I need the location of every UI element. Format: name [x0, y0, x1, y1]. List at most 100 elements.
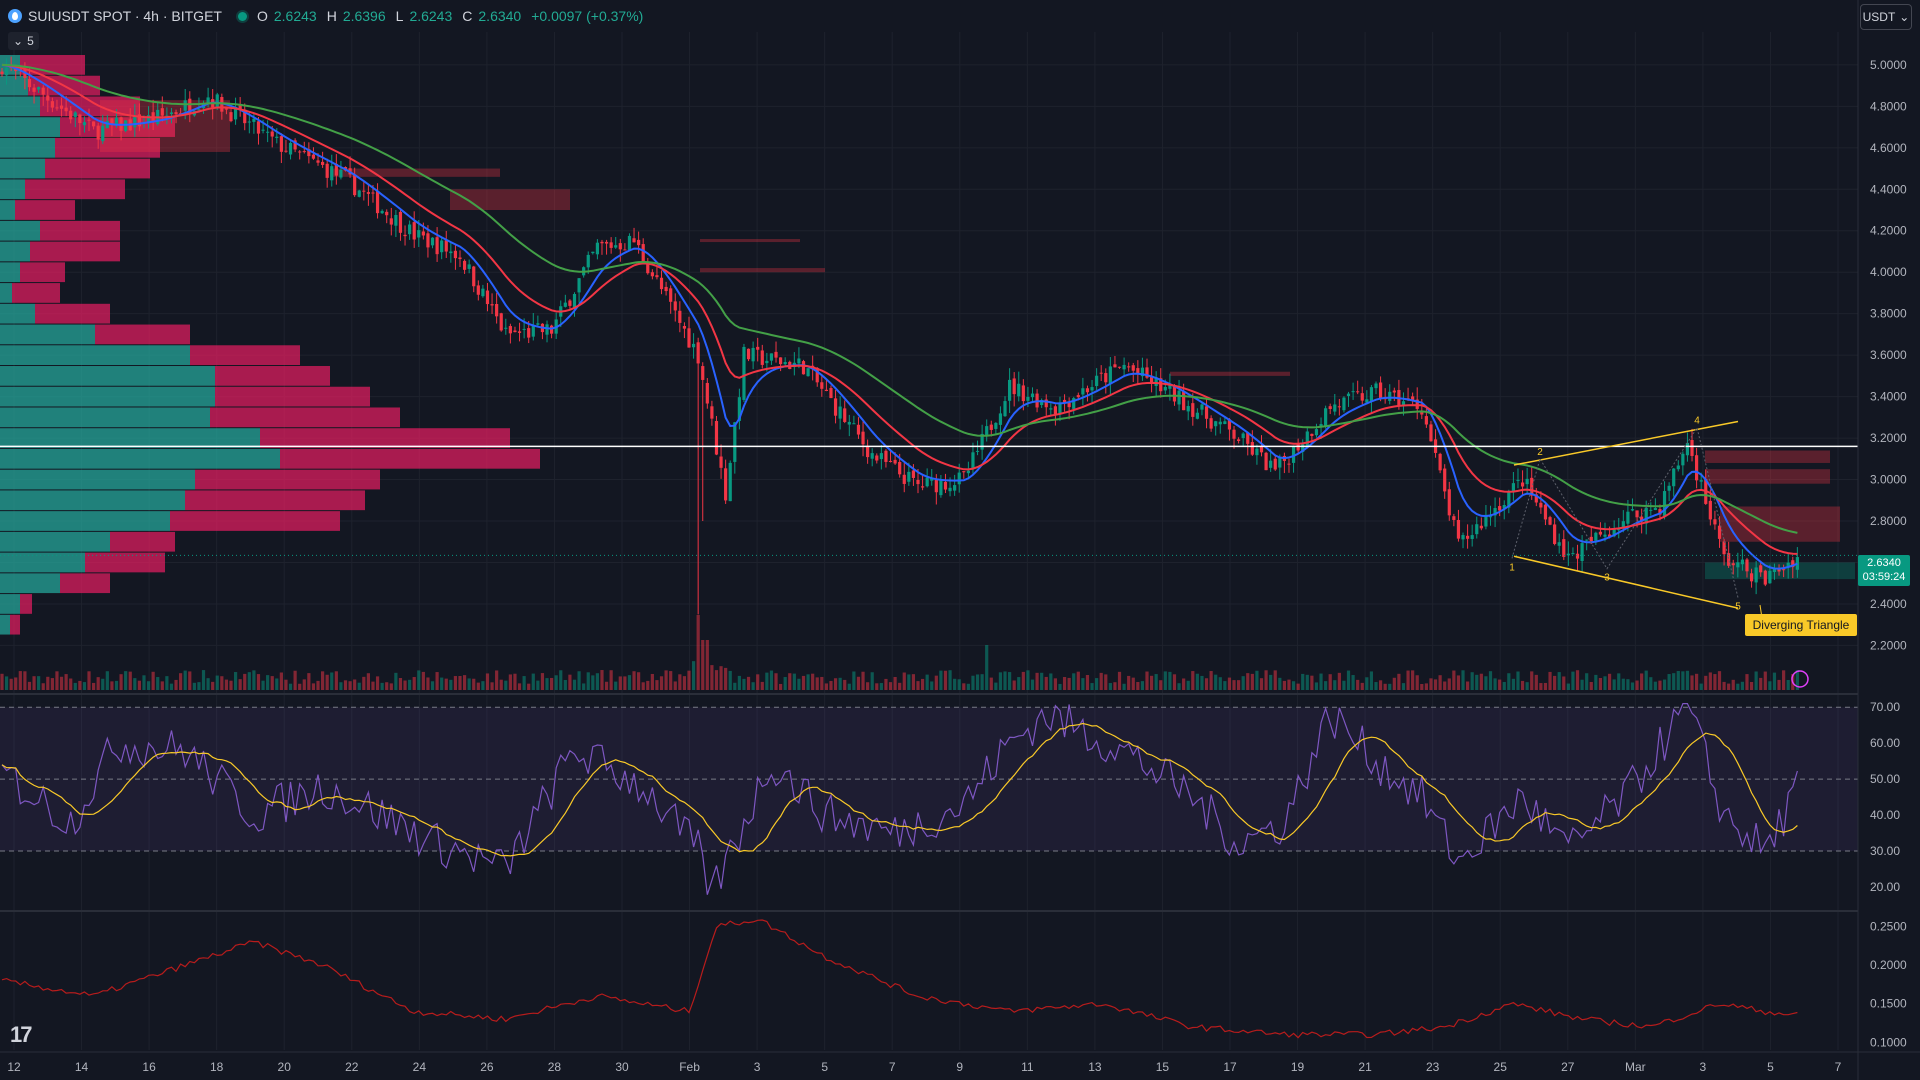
- candle-body: [1791, 560, 1795, 568]
- candle-body: [220, 97, 224, 112]
- volume-bar: [691, 661, 696, 690]
- tradingview-logo[interactable]: 17: [10, 1022, 33, 1047]
- volume-bar: [696, 615, 700, 690]
- ema-slow-line: [1, 63, 1798, 534]
- volume-bar: [1053, 678, 1057, 690]
- candle-body: [888, 460, 893, 462]
- candle-body: [884, 450, 888, 462]
- volume-bar: [1058, 683, 1062, 690]
- candle-body: [1259, 446, 1264, 453]
- candle-body: [815, 367, 819, 383]
- volume-bar: [266, 675, 270, 690]
- volume-bar: [811, 673, 815, 690]
- candle-body: [229, 112, 233, 122]
- chevron-down-icon: ⌄: [13, 34, 24, 48]
- volume-bar: [1736, 683, 1740, 690]
- candle-body: [861, 431, 865, 445]
- volume-bar: [1209, 671, 1213, 690]
- volume-bar: [201, 670, 206, 690]
- volume-bar: [1461, 670, 1465, 690]
- candle-body: [659, 277, 664, 290]
- volume-bar: [1727, 683, 1731, 690]
- volume-bar: [517, 683, 522, 690]
- volume-profile-down: [25, 179, 125, 200]
- volume-profile-down: [215, 386, 370, 407]
- volume-bar: [1085, 675, 1090, 690]
- volume-bar: [833, 678, 838, 690]
- volume-bar: [1415, 675, 1419, 690]
- volume-bar: [69, 678, 73, 690]
- volume-profile-down: [30, 241, 120, 262]
- volume-bar: [41, 683, 45, 690]
- volume-bar: [1008, 672, 1012, 690]
- indicators-toggle-button[interactable]: ⌄ 5: [8, 32, 39, 50]
- volume-bar: [1021, 671, 1025, 690]
- candle-body: [266, 131, 270, 133]
- volume-bar: [948, 670, 952, 690]
- volume-bar: [687, 670, 691, 690]
- volume-bar: [1553, 675, 1557, 690]
- volume-bar: [595, 673, 599, 690]
- volume-bar: [655, 680, 659, 690]
- candle-body: [215, 94, 219, 108]
- candle-body: [243, 109, 247, 124]
- volume-bar: [1296, 683, 1300, 690]
- volume-bar: [1644, 670, 1648, 690]
- candle-body: [1695, 455, 1699, 481]
- volume-profile-up: [0, 75, 28, 96]
- candle-body: [1264, 452, 1268, 471]
- candle-body: [536, 323, 540, 325]
- volume-bar: [1324, 681, 1328, 690]
- volume-bars: [0, 615, 1799, 690]
- rsi-line: [1, 703, 1798, 895]
- volume-bar: [1530, 671, 1534, 690]
- candle-body: [1699, 480, 1703, 482]
- candle-body: [1072, 398, 1076, 409]
- volume-profile-up: [0, 283, 12, 303]
- candle-body: [751, 347, 755, 362]
- candle-body: [1223, 421, 1227, 425]
- candle-body: [385, 211, 389, 216]
- candle-body: [856, 424, 861, 435]
- candle-body: [1603, 534, 1607, 537]
- candle-body: [627, 235, 632, 251]
- supply-zone: [1705, 469, 1830, 484]
- volume-profile-down: [60, 573, 110, 594]
- volume-bar: [646, 680, 650, 690]
- candle-body: [714, 421, 719, 455]
- candle-body: [1598, 531, 1603, 535]
- candle-body: [614, 245, 618, 248]
- candle-body: [1617, 529, 1621, 531]
- volume-bar: [737, 675, 741, 690]
- volume-bar: [1543, 682, 1548, 690]
- candle-body: [1053, 406, 1057, 415]
- time-tick-label: 27: [1561, 1060, 1575, 1074]
- candle-body: [23, 69, 27, 78]
- candle-body: [737, 397, 741, 421]
- pattern-label[interactable]: Diverging Triangle: [1745, 614, 1857, 636]
- volume-profile-up: [0, 158, 45, 179]
- volume-bar: [307, 673, 311, 690]
- volume-bar: [1603, 676, 1607, 690]
- supply-zones: [100, 100, 1855, 580]
- atr-line: [1, 919, 1798, 1039]
- volume-profile-up: [0, 511, 170, 531]
- volume-bar: [742, 678, 746, 690]
- volume-bar: [1768, 681, 1772, 690]
- candle-body: [916, 479, 920, 485]
- volume-profile-up: [0, 386, 215, 407]
- candle-body: [1589, 536, 1593, 544]
- volume-bar: [1607, 673, 1612, 690]
- candle-body: [1076, 395, 1080, 398]
- volume-bar: [440, 677, 444, 690]
- volume-profile-up: [0, 614, 10, 635]
- volume-bar: [1456, 675, 1461, 690]
- wave-label: 2: [1537, 447, 1543, 458]
- rsi-tick-label: 40.00: [1870, 808, 1900, 822]
- volume-bar: [957, 679, 961, 690]
- volume-profile-down: [45, 158, 150, 179]
- volume-bar: [806, 674, 810, 690]
- symbol-title[interactable]: SUIUSDT SPOT · 4h · BITGET: [28, 8, 222, 24]
- currency-select[interactable]: USDT ⌄: [1860, 4, 1912, 30]
